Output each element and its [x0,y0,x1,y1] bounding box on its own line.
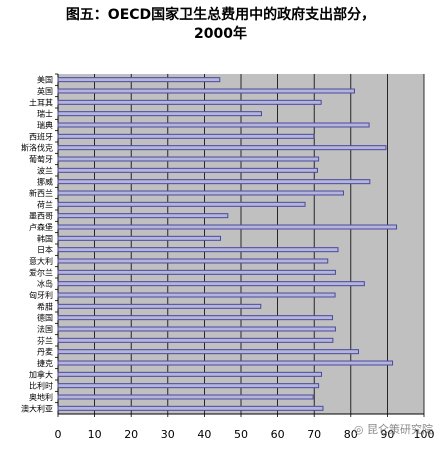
bar [57,99,322,105]
bar [57,122,370,128]
bar [57,111,262,117]
category-label: 波兰 [37,165,53,175]
category-label: 匈牙利 [29,290,53,300]
bar [57,303,262,309]
category-label: 比利时 [29,381,53,391]
x-tick-label: 50 [234,428,248,441]
category-label: 瑞士 [37,109,53,119]
category-label: 卢森堡 [29,222,53,232]
category-label: 新西兰 [29,188,53,198]
category-label: 冰岛 [37,279,53,289]
category-label: 土耳其 [29,97,53,107]
bar [57,258,329,264]
category-label: 意大利 [29,256,53,266]
category-label: 瑞典 [37,120,53,130]
category-label: 日本 [37,245,53,255]
category-label: 加拿大 [29,369,53,379]
bar [57,383,320,389]
bar [57,315,333,321]
category-label: 斯洛伐克 [21,143,53,153]
bar [57,281,365,287]
bar [57,179,371,185]
category-label: 韩国 [37,233,53,243]
watermark: ◎ 昆仑策研究院 [354,421,433,437]
category-label: 荷兰 [37,199,53,209]
bar [57,405,324,411]
bar [57,190,344,196]
bar [57,349,359,355]
bar [57,201,306,207]
category-label: 挪威 [37,177,53,187]
category-label: 爱尔兰 [29,267,53,277]
x-tick-label: 10 [88,428,102,441]
chart-title-line1: 图五：OECD国家卫生总费用中的政府支出部分， [65,7,376,23]
bar [57,371,323,377]
category-label: 葡萄牙 [29,154,53,164]
category-label: 希腊 [37,301,53,311]
x-tick-label: 70 [307,428,321,441]
category-label: 澳大利亚 [21,403,53,413]
bar [57,213,229,219]
bar [57,394,314,400]
bar [57,360,394,366]
chart-title: 图五：OECD国家卫生总费用中的政府支出部分， 2000年 [0,6,441,44]
category-label: 德国 [37,313,53,323]
wechat-icon: ◎ [353,423,364,436]
category-label: 法国 [37,324,53,334]
x-tick-label: 20 [124,428,138,441]
bar [57,247,339,253]
bar [57,145,387,151]
x-tick-label: 90 [380,428,394,441]
bar [57,224,398,230]
category-label: 丹麦 [37,347,53,357]
bar [57,292,336,298]
category-label: 英国 [37,86,53,96]
category-label: 西班牙 [29,131,53,141]
category-label: 美国 [37,75,53,85]
bar [57,88,355,94]
bar [57,133,315,139]
x-tick-label: 0 [55,428,62,441]
category-label: 奥地利 [29,392,53,402]
bar [57,337,334,343]
x-tick-label: 60 [271,428,285,441]
x-tick-label: 80 [344,428,358,441]
x-tick-label: 100 [414,428,435,441]
category-label: 芬兰 [37,335,53,345]
chart-title-line2: 2000年 [194,26,247,42]
watermark-text: 昆仑策研究院 [367,423,433,436]
bar [57,77,221,83]
x-tick-label: 30 [161,428,175,441]
bar [57,156,320,162]
bar [57,235,222,241]
category-label: 捷克 [37,358,53,368]
category-label: 墨西哥 [29,212,53,221]
bar [57,167,318,173]
bar [57,326,336,332]
bar [57,269,336,275]
x-tick-label: 40 [197,428,211,441]
